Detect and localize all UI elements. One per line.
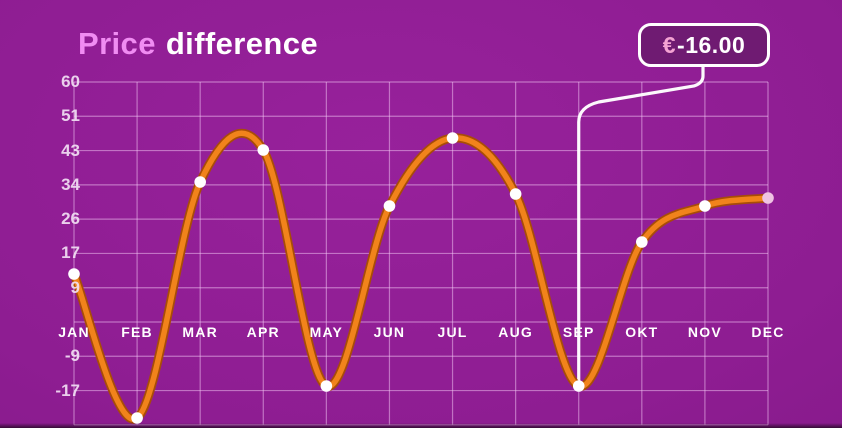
month-label: OKT bbox=[625, 324, 659, 340]
data-point-marker bbox=[257, 144, 270, 156]
data-point-marker bbox=[320, 380, 333, 392]
month-label: JUN bbox=[373, 324, 406, 340]
y-axis-tick-label: 51 bbox=[61, 106, 80, 126]
chart-title: Price difference bbox=[78, 26, 318, 62]
month-label: SEP bbox=[562, 324, 595, 340]
y-axis-tick-label: 60 bbox=[61, 72, 80, 91]
euro-symbol: € bbox=[662, 31, 677, 58]
data-point-marker bbox=[572, 380, 585, 392]
y-axis-tick-label: 26 bbox=[61, 209, 80, 229]
price-line bbox=[71, 130, 771, 422]
month-label: APR bbox=[246, 324, 280, 340]
data-point-marker bbox=[762, 192, 774, 204]
data-point-marker bbox=[383, 200, 396, 212]
y-axis-tick-label: 34 bbox=[61, 174, 80, 194]
month-label: MAY bbox=[309, 324, 344, 340]
y-axis-tick-label: 17 bbox=[61, 243, 80, 263]
callout-amount: -16.00 bbox=[677, 31, 746, 58]
data-point-marker bbox=[446, 132, 459, 144]
leader-line bbox=[577, 64, 705, 384]
month-label: NOV bbox=[687, 324, 722, 340]
month-label: DEC bbox=[751, 324, 785, 340]
month-label: JAN bbox=[58, 324, 90, 340]
title-rest: difference bbox=[165, 26, 319, 61]
data-point-marker bbox=[68, 268, 80, 280]
data-point-marker bbox=[131, 412, 143, 424]
data-point-marker bbox=[699, 200, 711, 212]
y-axis-tick-label: 43 bbox=[61, 140, 80, 160]
y-axis-tick-label: -17 bbox=[55, 380, 80, 400]
month-label: JUL bbox=[437, 324, 468, 340]
month-label: AUG bbox=[498, 324, 533, 340]
price-callout: € -16.00 bbox=[638, 23, 770, 67]
y-axis-labels: 60 51 43 34 26 17 9 -9 -17 bbox=[30, 0, 84, 428]
y-axis-tick-label: 9 bbox=[70, 277, 80, 297]
y-axis-tick-label: -9 bbox=[64, 346, 80, 366]
title-highlight: Price bbox=[78, 26, 156, 61]
data-point-marker bbox=[194, 176, 206, 188]
month-label: MAR bbox=[182, 324, 218, 340]
data-point-marker bbox=[636, 236, 648, 248]
bottom-shade bbox=[0, 423, 842, 428]
data-point-marker bbox=[509, 188, 522, 200]
month-label: FEB bbox=[121, 324, 153, 340]
